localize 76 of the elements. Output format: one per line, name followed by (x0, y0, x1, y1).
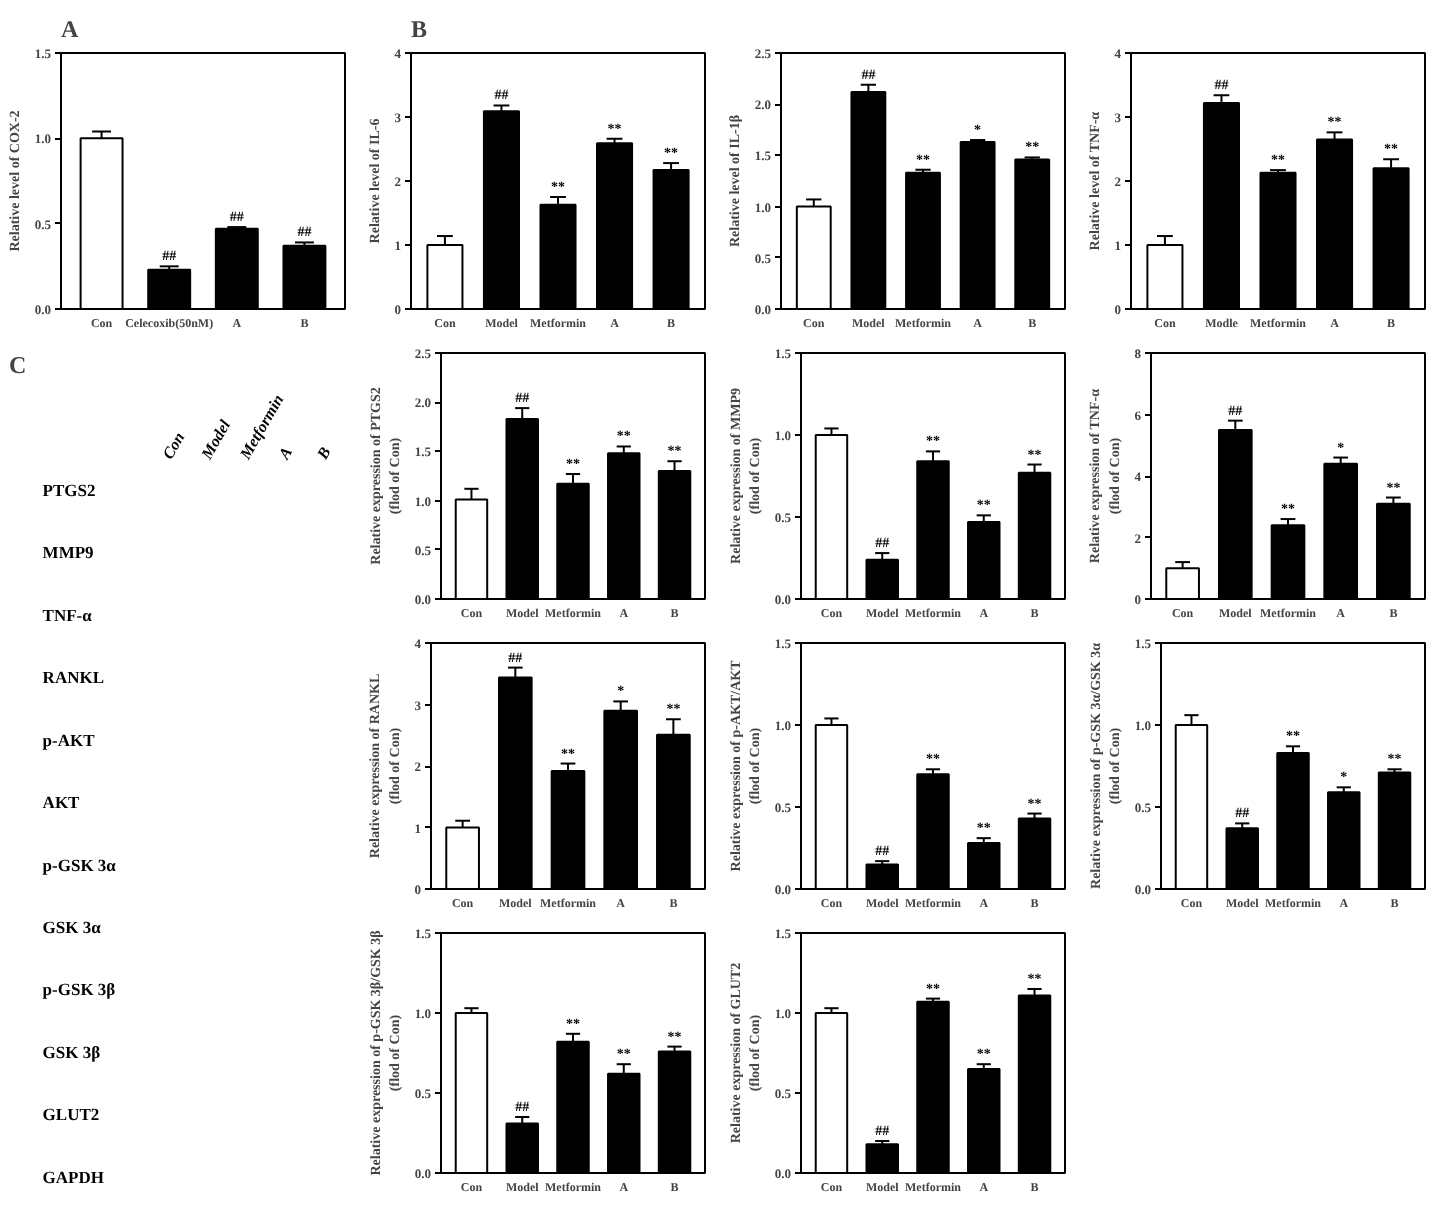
category-label: GAPDH (42, 1166, 105, 1187)
bar (967, 842, 1001, 889)
bar (657, 470, 692, 599)
bar (1165, 567, 1200, 599)
category-label: p-AKT (42, 729, 95, 750)
category-label: RANKL (42, 667, 105, 688)
category-label: B (312, 442, 336, 464)
bar (603, 709, 639, 889)
bar (967, 520, 1001, 599)
bar (1372, 167, 1410, 309)
category-label: GSK 3α (42, 917, 101, 938)
bar (1017, 994, 1052, 1173)
bar (556, 1040, 590, 1173)
bar (79, 137, 124, 309)
category-label: p-GSK 3β (42, 979, 116, 1000)
bar (454, 498, 489, 599)
bar (814, 1012, 849, 1173)
bar (214, 227, 259, 309)
bar (916, 773, 950, 889)
bar (865, 1143, 899, 1173)
bar (1376, 502, 1411, 599)
bar (454, 1012, 489, 1173)
category-label: TNF-α (42, 604, 92, 625)
bar (482, 110, 520, 309)
bar (916, 1000, 950, 1173)
category-label: GSK 3β (42, 1041, 101, 1062)
bar (1377, 771, 1412, 889)
chart-title: B (411, 15, 428, 43)
bar (850, 90, 887, 309)
bar (550, 769, 586, 889)
bar (905, 171, 941, 309)
bar (1259, 171, 1297, 309)
bar (497, 676, 533, 889)
category-label: p-GSK 3α (42, 854, 116, 875)
bar (916, 460, 950, 599)
bar (1225, 827, 1259, 889)
bar (445, 826, 480, 889)
bar (1146, 244, 1184, 309)
bar (1014, 158, 1051, 309)
bar (814, 724, 849, 889)
category-label: AKT (42, 792, 80, 813)
bar (1174, 724, 1209, 889)
bar (607, 452, 641, 599)
bar (426, 244, 464, 309)
bar (865, 863, 899, 889)
bar (539, 203, 577, 309)
bar (282, 244, 327, 309)
bar (505, 1122, 539, 1173)
bar (596, 142, 634, 309)
category-label: GLUT2 (42, 1104, 100, 1125)
bar (959, 141, 996, 309)
bar (1017, 817, 1052, 889)
bar (1276, 751, 1310, 889)
category-label: A (274, 442, 297, 464)
bar (1270, 524, 1306, 599)
bar (795, 205, 832, 309)
category-label: MMP9 (42, 542, 94, 563)
chart-title: A (61, 15, 79, 43)
bar (1316, 138, 1354, 309)
text: C (9, 351, 27, 379)
bar (556, 482, 590, 599)
bar (1327, 791, 1361, 889)
bar (607, 1072, 641, 1173)
bar (1017, 471, 1052, 599)
bar (652, 169, 690, 309)
bar (1217, 428, 1253, 599)
bar (814, 434, 849, 599)
bar (1323, 462, 1359, 599)
bar (657, 1050, 692, 1173)
bar (967, 1068, 1001, 1173)
bar (1202, 101, 1240, 309)
category-label: Con (159, 428, 189, 463)
bar (865, 558, 899, 599)
category-label: PTGS2 (42, 480, 96, 500)
bar (147, 268, 192, 309)
bar (505, 417, 539, 599)
